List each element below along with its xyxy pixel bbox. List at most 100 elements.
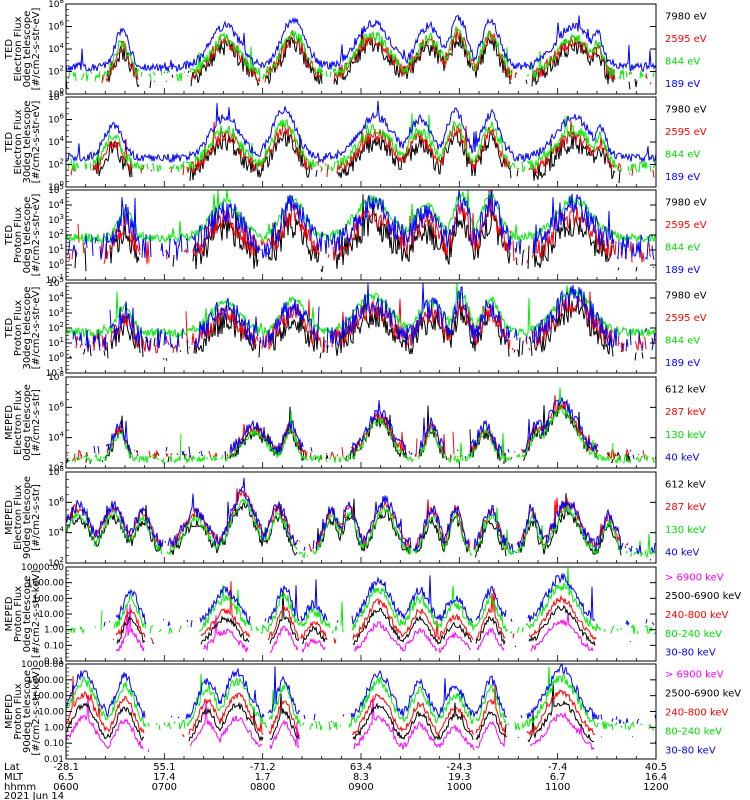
panel-3-ytick-6: 104: [48, 198, 64, 211]
panel-6-series-2-line: [66, 489, 648, 552]
x-tick-hhmm-2: 0700: [152, 782, 177, 793]
panel-7-ylabel-line-1: MEPED: [4, 596, 15, 631]
panel-1-series-4-line: [65, 14, 657, 73]
x-tick-mlt-4: 8.3: [353, 772, 369, 783]
panel-4-ylabel-line-4: [#/cm2-s-str-eV]: [31, 287, 42, 370]
x-tick-mlt-3: 1.7: [255, 772, 271, 783]
panel-8-ytick-4: 10.00: [38, 708, 64, 718]
x-tick-lat-4: 63.4: [350, 762, 372, 773]
panel-8-legend-4: 80-240 keV: [665, 727, 722, 738]
panel-5-ytick-3: 106: [48, 400, 64, 413]
panel-3-series-3-line: [65, 189, 657, 245]
panel-2-series-3-line: [67, 113, 656, 173]
x-tick-lat-7: 40.5: [645, 762, 667, 773]
panel-8-ylabel-line-1: MEPED: [4, 694, 15, 729]
panel-1-ytick-3: 104: [48, 42, 64, 55]
panel-6-series-3-line: [65, 497, 657, 560]
panel-7-ytick-7: 10000.00: [21, 563, 64, 573]
panel-7-series-5-line: [103, 572, 655, 628]
x-tick-lat-1: -28.1: [53, 762, 79, 773]
panel-8-series-1-line: [66, 695, 631, 753]
panel-8-ytick-2: 0.10: [44, 739, 64, 749]
panel-8-legend-2: 2500-6900 keV: [665, 689, 741, 700]
panel-4-legend-3: 844 eV: [665, 335, 700, 346]
panel-1-ylabel-line-3: 0deg telescope: [22, 11, 33, 88]
panel-3-ylabel-line-2: Proton Flux: [13, 207, 24, 263]
panel-3-legend-1: 7980 eV: [665, 197, 707, 208]
x-tick-hhmm-6: 1100: [545, 782, 570, 793]
panel-8-legend-5: 30-80 keV: [665, 746, 716, 757]
panel-4-ytick-5: 103: [48, 306, 64, 319]
panel-8-ylabel-line-3: 90deg telescope: [22, 670, 33, 753]
panel-1-ylabel-line-2: Electron Flux: [13, 16, 24, 81]
panel-7-ylabel-line-4: [#/cm2-s-str-keV]: [31, 570, 42, 658]
panel-7-legend-4: 80-240 keV: [665, 629, 722, 640]
panel-3-legend-3: 844 eV: [665, 242, 700, 253]
panel-5-ylabel-line-1: MEPED: [4, 405, 15, 440]
panel-2-ytick-5: 108: [48, 90, 64, 103]
panel-3-legend-2: 2595 eV: [665, 220, 707, 231]
x-tick-hhmm-3: 0800: [250, 782, 275, 793]
x-tick-mlt-5: 19.3: [448, 772, 470, 783]
panel-3-ylabel-line-3: 0deg telescope: [22, 197, 33, 274]
panel-1-series-2-line: [102, 29, 653, 84]
panel-7-legend-1: > 6900 keV: [665, 572, 724, 583]
panel-7-legend-2: 2500-6900 keV: [665, 591, 741, 602]
panel-3-ytick-4: 102: [48, 228, 64, 241]
panel-7-series-4-line: [67, 566, 657, 635]
x-row-label-hhmm: hhmm: [4, 782, 36, 793]
panel-2-legend-2: 2595 eV: [665, 127, 707, 138]
panel-4-ytick-4: 102: [48, 321, 64, 334]
panel-5-series-4-line: [94, 397, 656, 459]
panel-8-ytick-3: 1.00: [44, 723, 64, 733]
panel-7-ytick-1: 0.01: [44, 657, 64, 667]
panel-5-legend-3: 130 keV: [665, 430, 706, 441]
panel-4-series-3-line: [65, 282, 657, 339]
x-tick-lat-2: 55.1: [153, 762, 175, 773]
panel-6-ylabel-line-1: MEPED: [4, 500, 15, 535]
panel-2-legend-3: 844 eV: [665, 149, 700, 160]
panel-5-ylabel-line-3: 0deg telescope: [22, 384, 33, 461]
panel-7-ylabel-line-3: 0deg telescope: [22, 576, 33, 653]
panel-4-series-4-line: [72, 282, 656, 352]
panel-8-series-5-line: [65, 662, 657, 724]
panel-1-ytick-4: 106: [48, 20, 64, 33]
panel-2-ytick-2: 102: [48, 158, 64, 171]
panel-1-legend-4: 189 eV: [665, 79, 700, 90]
panel-8-ylabel-line-2: Proton Flux: [13, 683, 24, 739]
panel-8-series-4-line: [65, 666, 655, 732]
panel-7-ylabel-line-2: Proton Flux: [13, 586, 24, 642]
panel-7-legend-3: 240-800 keV: [665, 610, 729, 621]
panel-4-ytick-1: 10-1: [46, 366, 64, 379]
panel-2-ytick-4: 106: [48, 113, 64, 126]
panel-3-ytick-3: 101: [48, 243, 64, 256]
panel-8-ylabel-line-4: [#/cm2-s-str-keV]: [31, 667, 42, 755]
panel-7: 0.01 0.10 1.00 10.00 100.00 1000.00 10000.00 ME…: [4, 563, 741, 667]
x-tick-hhmm-1: 0600: [53, 782, 78, 793]
panel-3-ylabel-line-1: TED: [4, 225, 15, 246]
panel-1-ytick-5: 108: [48, 0, 64, 10]
panel-4-ytick-6: 104: [48, 291, 64, 304]
panel-3-ytick-2: 100: [48, 258, 64, 271]
panel-7-ytick-4: 10.00: [38, 610, 64, 620]
panel-4-legend-2: 2595 eV: [665, 313, 707, 324]
panel-5-legend-2: 287 keV: [665, 407, 706, 418]
panel-2-ylabel-line-2: Electron Flux: [13, 109, 24, 174]
panel-4-ytick-3: 101: [48, 336, 64, 349]
panel-6-series-4-line: [65, 477, 656, 556]
x-tick-mlt-2: 17.4: [153, 772, 175, 783]
panel-1-ylabel-line-1: TED: [4, 39, 15, 60]
x-date-label: 2021 Jun 14: [4, 791, 64, 800]
panel-6-legend-4: 40 keV: [665, 548, 699, 559]
panel-8-ytick-6: 1000.00: [27, 676, 64, 686]
panel-6-legend-2: 287 keV: [665, 502, 706, 513]
panel-4-ytick-2: 100: [48, 351, 64, 364]
panel-8-ytick-1: 0.01: [44, 755, 64, 765]
panel-2-ytick-1: 100: [48, 180, 64, 193]
panel-5-series-3-line: [67, 387, 656, 465]
x-tick-mlt-6: 6.7: [550, 772, 566, 783]
panel-3-ytick-7: 105: [48, 183, 64, 196]
